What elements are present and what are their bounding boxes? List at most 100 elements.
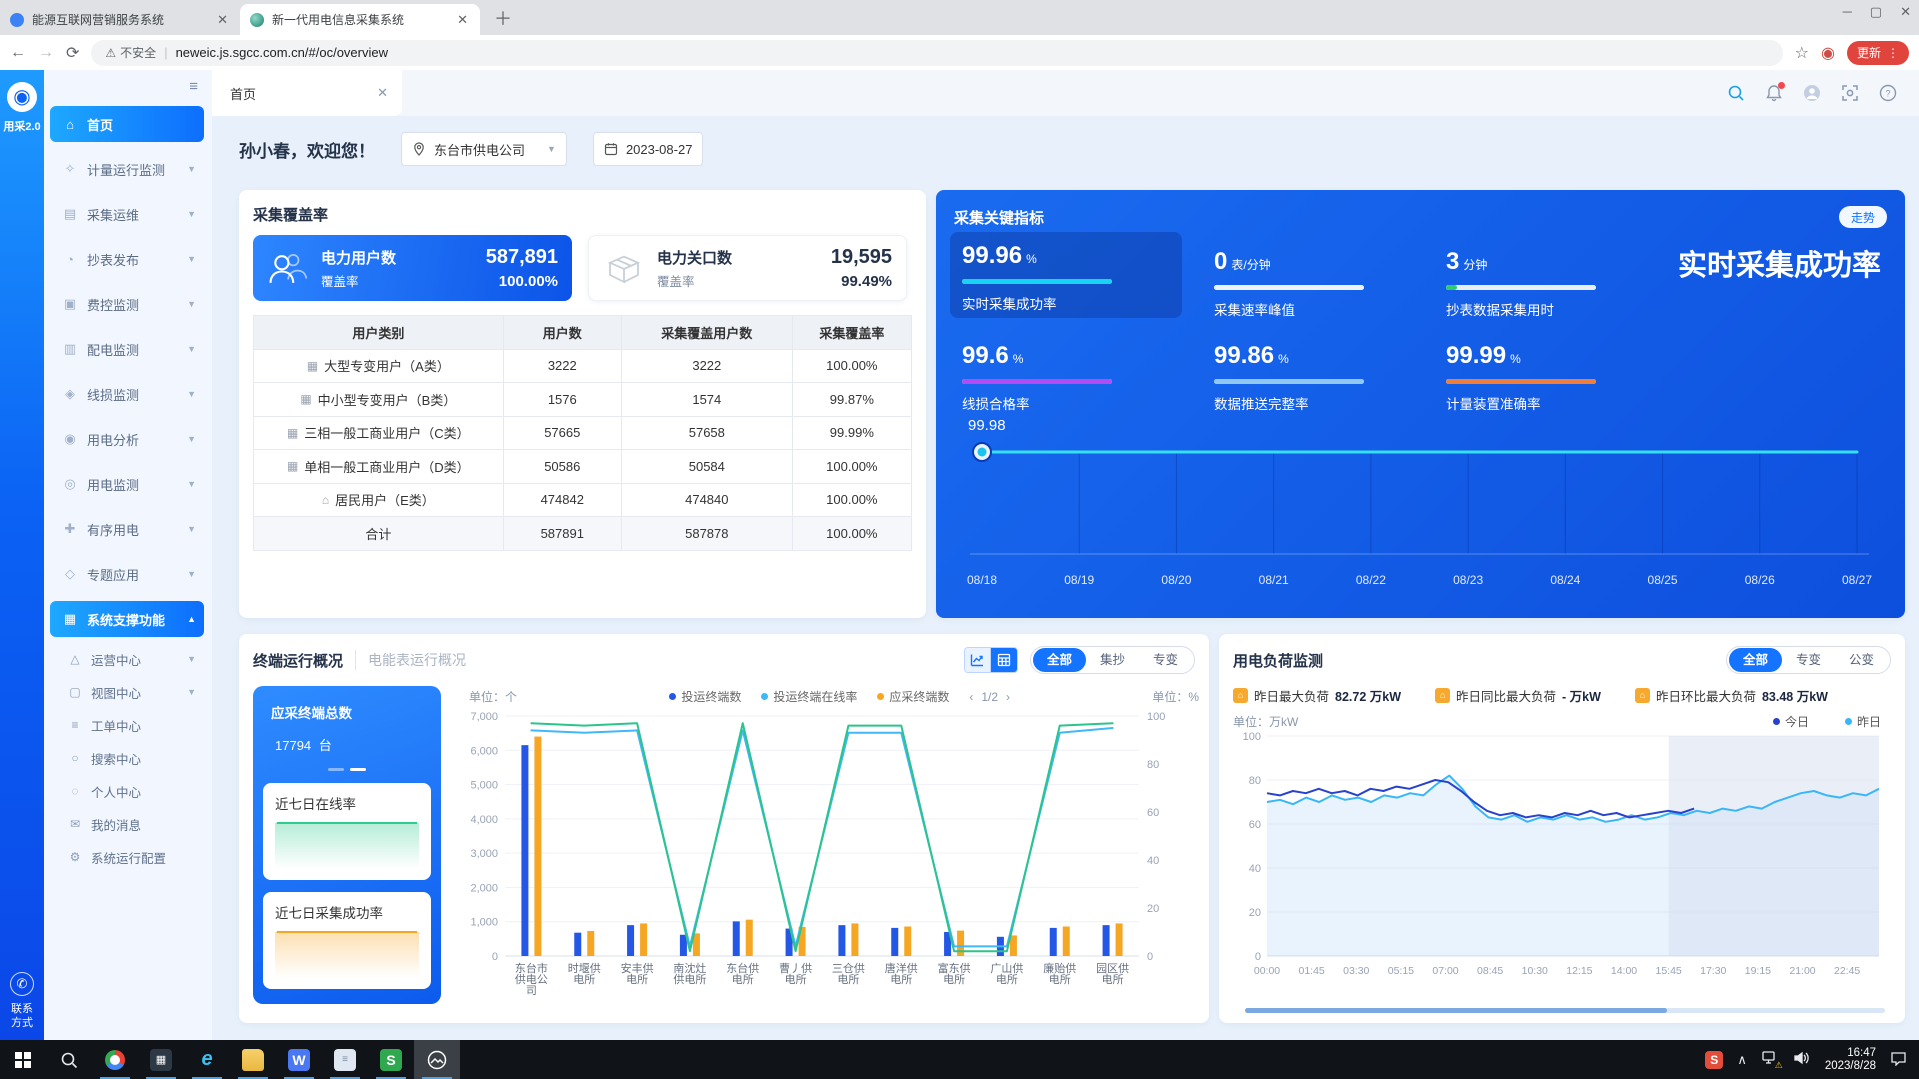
sidebar-subitem-7[interactable]: ⚙ 系统运行配置 [68,844,204,870]
help-icon[interactable]: ? [1879,84,1897,102]
calculator-icon[interactable]: ▦ [138,1040,184,1079]
profile-avatar-icon[interactable]: ◉ [1821,44,1835,62]
tab2-close-icon[interactable]: ✕ [457,11,468,27]
forward-icon[interactable]: → [38,43,54,61]
sidebar-subitem-5[interactable]: ◌ 个人中心 [68,778,204,804]
tray-expand-icon[interactable]: ∧ [1737,1051,1747,1067]
load-panel: 用电负荷监测 全部 专变 公变 ⌂ 昨日最大负荷 82.72 万kW ⌂ 昨日同比最大负荷 -… [1219,634,1905,1023]
sidebar-item-12[interactable]: ▦ 系统支撑功能 ▲ [50,601,204,637]
sidebar-item-10[interactable]: ✚ 有序用电 ▼ [50,511,204,547]
user-avatar-icon[interactable] [1803,84,1821,102]
legend-item-投运终端在线率[interactable]: 投运终端在线率 [761,688,857,705]
sidebar-item-7[interactable]: ◈ 线损监测 ▼ [50,376,204,412]
sidebar-item-5[interactable]: ▣ 费控监测 ▼ [50,286,204,322]
table-view-icon[interactable] [990,648,1017,672]
notepad-icon[interactable]: ≡ [322,1040,368,1079]
browser-update-button[interactable]: 更新 ⋮ [1846,40,1909,65]
trend-button[interactable]: 走势 [1838,206,1887,228]
wps-writer-icon[interactable]: W [276,1040,322,1079]
metric-2: 0 表/分钟 采集速率峰值 [1214,248,1434,319]
wps-spreadsheet-icon[interactable]: S [368,1040,414,1079]
tray-sunlogin-icon[interactable]: S [1705,1050,1724,1069]
load-filter-专变[interactable]: 专变 [1795,653,1821,667]
window-minimize-icon[interactable]: ─ [1842,4,1852,19]
success-rate-trend-chart[interactable]: 99.98 08/18 08/19 08/20 08/21 08/22 08/23 08/24… [952,402,1887,602]
terminal-filter-全部[interactable]: 全部 [1032,648,1086,672]
browser-tab-1[interactable]: 能源互联网营销服务系统 ✕ [0,4,240,35]
svg-text:08/25: 08/25 [1648,573,1678,587]
taskbar-search-icon[interactable] [46,1040,92,1079]
page-tab-home[interactable]: 首页 ✕ [212,70,402,116]
svg-text:7,000: 7,000 [470,711,498,723]
legend-prev-icon[interactable]: ‹ [969,689,974,704]
menu-collapse-icon[interactable]: ≡ [189,78,198,95]
network-warning-icon[interactable]: ⚠ [1761,1050,1783,1070]
address-bar[interactable]: ⚠ 不安全 | neweic.js.sgcc.com.cn/#/oc/overvi… [91,39,1783,66]
date-picker[interactable]: 2023-08-27 [592,132,704,166]
legend-next-icon[interactable]: › [1006,689,1011,704]
fullscreen-icon[interactable] [1841,84,1859,102]
table-cell: 3222 [621,349,793,383]
page-tab-close-icon[interactable]: ✕ [377,85,388,100]
legend-item-昨日[interactable]: 昨日 [1844,713,1881,730]
sidebar-item-9[interactable]: ◎ 用电监测 ▼ [50,466,204,502]
new-tab-button[interactable]: ＋ [494,9,512,29]
terminal-filter-集抄[interactable]: 集抄 [1099,653,1125,667]
search-icon[interactable] [1727,84,1745,102]
chrome-icon[interactable] [92,1040,138,1079]
file-explorer-icon[interactable] [230,1040,276,1079]
svg-text:08/21: 08/21 [1259,573,1289,587]
legend-item-今日[interactable]: 今日 [1772,713,1809,730]
reload-icon[interactable]: ⟳ [66,44,80,62]
sidebar-item-1[interactable]: ⌂ 首页 [50,106,204,142]
notification-bell-icon[interactable] [1765,82,1785,102]
sidebar-subitem-2[interactable]: ▢ 视图中心 ▼ [68,679,204,705]
data-zoom-scrollbar[interactable] [1245,1008,1885,1013]
action-center-icon[interactable] [1890,1050,1907,1069]
window-maximize-icon[interactable]: ▢ [1869,4,1883,19]
sidebar-subitem-6[interactable]: ✉ 我的消息 [68,811,204,837]
load-filter-公变[interactable]: 公变 [1848,653,1874,667]
sidebar-item-11[interactable]: ◇ 专题应用 ▼ [50,556,204,592]
volume-icon[interactable] [1793,1050,1811,1069]
metric-label: 计量装置准确率 [1446,397,1541,412]
sidebar-item-3[interactable]: ▤ 采集运维 ▼ [50,196,204,232]
sidebar-item-2[interactable]: ✧ 计量运行监测 ▼ [50,151,204,187]
view-center-icon: ▢ [69,685,81,699]
metric-unit: % [1012,352,1024,366]
sidebar-item-8[interactable]: ◉ 用电分析 ▼ [50,421,204,457]
sidebar-item-6[interactable]: ▥ 配电监测 ▼ [50,331,204,367]
card1-sub-label: 覆盖率 [321,275,359,289]
bookmark-star-icon[interactable]: ☆ [1794,44,1810,62]
load-chart[interactable]: 0 20 40 60 80 100 00:00 01:45 03:30 05:15 07:00 08:… [1233,730,1891,985]
contact-widget[interactable]: ✆ 联系 方式 [0,972,44,1030]
ie-browser-icon[interactable]: e [184,1040,230,1079]
back-icon[interactable]: ← [10,43,26,61]
sidebar-subitem-3[interactable]: ≡ 工单中心 [68,712,204,738]
company-select[interactable]: 东台市供电公司 ▼ [401,132,567,166]
window-close-icon[interactable]: ✕ [1900,4,1911,19]
load-filter-全部[interactable]: 全部 [1728,648,1782,672]
online-rate-sparkcard[interactable]: 近七日在线率 [263,783,431,880]
taskbar-clock[interactable]: 16:47 2023/8/28 [1824,1046,1876,1072]
svg-text:40: 40 [1147,855,1159,867]
svg-text:三仓供电所: 三仓供电所 [832,961,865,986]
meter-overview-tab[interactable]: 电能表运行概况 [355,650,466,670]
terminal-title[interactable]: 终端运行概况 [253,652,344,670]
success-rate-sparkcard[interactable]: 近七日采集成功率 [263,892,431,989]
svg-text:园区供电所: 园区供电所 [1096,961,1129,986]
start-button[interactable] [0,1040,46,1079]
sidebar-item-4[interactable]: ◔ 抄表发布 ▼ [50,241,204,277]
sidebar-subitem-4[interactable]: ○ 搜索中心 [68,745,204,771]
metric-unit: 表/分钟 [1231,258,1271,272]
sidebar-subitem-1[interactable]: △ 运营中心 ▼ [68,646,204,672]
tab1-close-icon[interactable]: ✕ [217,11,228,27]
chart-view-icon[interactable] [964,648,991,672]
card-pagination-dots[interactable] [263,768,431,771]
browser-tab-2[interactable]: 新一代用电信息采集系统 ✕ [240,4,480,35]
screenshot-tool-icon[interactable] [414,1040,460,1079]
legend-item-投运终端数[interactable]: 投运终端数 [669,688,741,705]
terminal-filter-专变[interactable]: 专变 [1152,653,1178,667]
terminal-chart[interactable]: 0 1,000 2,000 3,000 4,000 5,000 6,000 7,000 0 20 4… [455,706,1181,1007]
legend-item-应采终端数[interactable]: 应采终端数 [877,688,949,705]
